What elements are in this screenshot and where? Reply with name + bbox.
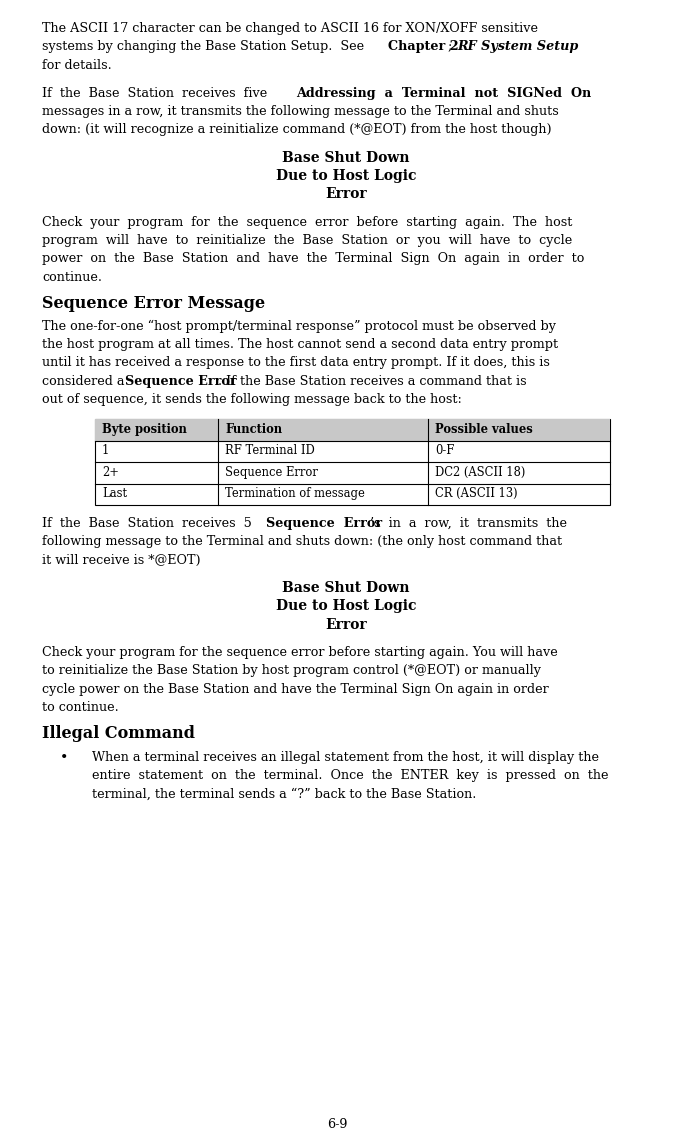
Text: Addressing  a  Terminal  not  SIGNed  On: Addressing a Terminal not SIGNed On bbox=[296, 87, 592, 100]
Text: ’s  in  a  row,  it  transmits  the: ’s in a row, it transmits the bbox=[371, 518, 568, 530]
Text: Error: Error bbox=[325, 187, 367, 202]
Text: Last: Last bbox=[102, 487, 127, 500]
Text: to reinitialize the Base Station by host program control (*@EOT) or manually: to reinitialize the Base Station by host… bbox=[42, 665, 541, 677]
Text: it will receive is *@EOT): it will receive is *@EOT) bbox=[42, 554, 200, 567]
Text: continue.: continue. bbox=[42, 270, 102, 284]
Text: DC2 (ASCII 18): DC2 (ASCII 18) bbox=[435, 465, 525, 479]
Text: terminal, the terminal sends a “?” back to the Base Station.: terminal, the terminal sends a “?” back … bbox=[92, 788, 477, 800]
Text: 6-9: 6-9 bbox=[327, 1118, 348, 1131]
Bar bbox=[95, 420, 610, 505]
Text: The ASCII 17 character can be changed to ASCII 16 for XON/XOFF sensitive: The ASCII 17 character can be changed to… bbox=[42, 22, 538, 35]
Text: until it has received a response to the first data entry prompt. If it does, thi: until it has received a response to the … bbox=[42, 356, 550, 369]
Text: Sequence Error: Sequence Error bbox=[225, 465, 318, 479]
Text: If  the  Base  Station  receives  five: If the Base Station receives five bbox=[42, 87, 275, 100]
Text: •: • bbox=[60, 751, 68, 765]
Text: If  the  Base  Station  receives  5: If the Base Station receives 5 bbox=[42, 518, 260, 530]
Text: When a terminal receives an illegal statement from the host, it will display the: When a terminal receives an illegal stat… bbox=[92, 751, 599, 764]
Text: Possible values: Possible values bbox=[435, 423, 533, 435]
Text: power  on  the  Base  Station  and  have  the  Terminal  Sign  On  again  in  or: power on the Base Station and have the T… bbox=[42, 252, 585, 266]
Text: 0-F: 0-F bbox=[435, 445, 454, 457]
Text: messages in a row, it transmits the following message to the Terminal and shuts: messages in a row, it transmits the foll… bbox=[42, 105, 559, 119]
Text: following message to the Terminal and shuts down: (the only host command that: following message to the Terminal and sh… bbox=[42, 536, 562, 548]
Text: 1: 1 bbox=[102, 445, 109, 457]
Text: . If the Base Station receives a command that is: . If the Base Station receives a command… bbox=[218, 375, 526, 388]
Text: RF Terminal ID: RF Terminal ID bbox=[225, 445, 315, 457]
Text: the host program at all times. The host cannot send a second data entry prompt: the host program at all times. The host … bbox=[42, 337, 558, 351]
Text: RF System Setup: RF System Setup bbox=[457, 40, 578, 54]
Text: down: (it will recognize a reinitialize command (*@EOT) from the host though): down: (it will recognize a reinitialize … bbox=[42, 123, 551, 137]
Text: program  will  have  to  reinitialize  the  Base  Station  or  you  will  have  : program will have to reinitialize the Ba… bbox=[42, 234, 572, 247]
Text: Byte position: Byte position bbox=[102, 423, 187, 435]
Text: Sequence Error Message: Sequence Error Message bbox=[42, 295, 265, 312]
Bar bbox=[95, 420, 610, 440]
Text: Sequence  Error: Sequence Error bbox=[267, 518, 383, 530]
Text: Base Shut Down: Base Shut Down bbox=[282, 581, 410, 595]
Text: cycle power on the Base Station and have the Terminal Sign On again in order: cycle power on the Base Station and have… bbox=[42, 683, 549, 695]
Text: Illegal Command: Illegal Command bbox=[42, 725, 195, 742]
Text: The one-for-one “host prompt/terminal response” protocol must be observed by: The one-for-one “host prompt/terminal re… bbox=[42, 319, 556, 333]
Text: Chapter 2: Chapter 2 bbox=[387, 40, 458, 54]
Text: for details.: for details. bbox=[42, 58, 112, 72]
Text: entire  statement  on  the  terminal.  Once  the  ENTER  key  is  pressed  on  t: entire statement on the terminal. Once t… bbox=[92, 770, 608, 782]
Text: out of sequence, it sends the following message back to the host:: out of sequence, it sends the following … bbox=[42, 393, 462, 406]
Text: Function: Function bbox=[225, 423, 282, 435]
Text: Check  your  program  for  the  sequence  error  before  starting  again.  The  : Check your program for the sequence erro… bbox=[42, 215, 572, 229]
Text: Check your program for the sequence error before starting again. You will have: Check your program for the sequence erro… bbox=[42, 646, 558, 659]
Text: Base Shut Down: Base Shut Down bbox=[282, 150, 410, 165]
Text: CR (ASCII 13): CR (ASCII 13) bbox=[435, 487, 518, 500]
Text: considered a: considered a bbox=[42, 375, 128, 388]
Text: to continue.: to continue. bbox=[42, 701, 119, 714]
Text: Sequence Error: Sequence Error bbox=[125, 375, 236, 388]
Text: Error: Error bbox=[325, 618, 367, 632]
Text: Termination of message: Termination of message bbox=[225, 487, 365, 500]
Text: 2+: 2+ bbox=[102, 465, 119, 479]
Text: Due to Host Logic: Due to Host Logic bbox=[276, 169, 416, 184]
Text: Due to Host Logic: Due to Host Logic bbox=[276, 600, 416, 613]
Text: ;: ; bbox=[448, 40, 456, 54]
Text: systems by changing the Base Station Setup.  See: systems by changing the Base Station Set… bbox=[42, 40, 368, 54]
